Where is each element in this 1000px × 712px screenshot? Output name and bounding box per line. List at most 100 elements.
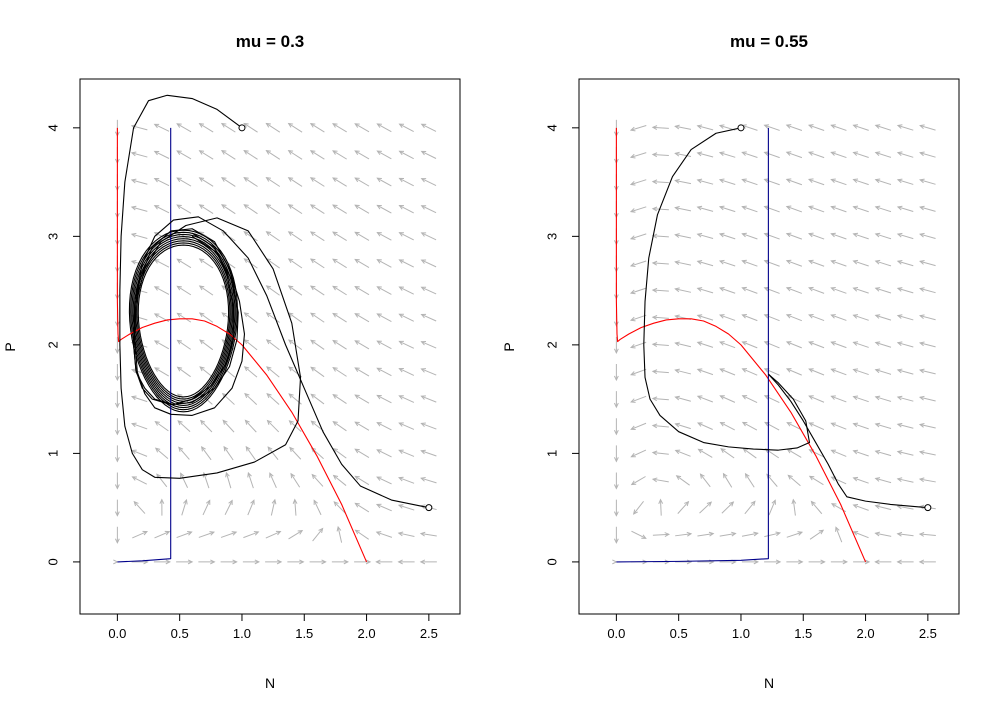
vector-arrowhead [785, 286, 792, 292]
vector-arrow [288, 150, 303, 160]
vector-arrowhead [309, 204, 316, 210]
vector-arrow [808, 206, 825, 213]
vector-arrowhead [310, 312, 316, 318]
vector-arrowhead [918, 532, 925, 537]
vector-arrowhead [919, 232, 925, 238]
vector-arrow [399, 313, 415, 322]
vector-arrowhead [785, 151, 792, 156]
vector-arrowhead [763, 313, 770, 319]
vector-arrow [897, 315, 914, 321]
vector-arrow [675, 449, 691, 457]
vector-arrow [719, 206, 736, 213]
vector-arrow [399, 422, 415, 430]
vector-arrow [875, 287, 892, 294]
vector-arrowhead [265, 339, 272, 345]
vector-arrowhead [718, 178, 725, 184]
vector-arrow [697, 422, 713, 430]
vector-arrow [421, 286, 437, 295]
vector-arrowhead [287, 285, 294, 291]
vector-arrowhead [741, 421, 748, 427]
vector-arrowhead [176, 312, 182, 318]
vector-arrowhead [896, 422, 903, 428]
vector-arrow [919, 451, 936, 456]
vector-arrow [652, 208, 669, 211]
vector-arrowhead [719, 314, 725, 319]
vector-arrowhead [114, 511, 120, 517]
vector-arrow [631, 422, 647, 430]
vector-arrowhead [287, 258, 294, 264]
vector-arrowhead [130, 178, 137, 184]
vector-arrowhead [375, 531, 382, 536]
vector-arrow [154, 150, 170, 159]
vector-arrow [269, 473, 277, 489]
vector-arrow [919, 369, 936, 375]
vector-arrowhead [919, 260, 925, 265]
vector-arrow [920, 152, 936, 158]
vector-arrowhead [153, 123, 160, 129]
vector-arrowhead [376, 177, 382, 183]
vector-arrow [154, 205, 170, 214]
vector-arrow [875, 423, 892, 430]
vector-arrowhead [420, 313, 427, 319]
vector-arrow [742, 395, 758, 404]
vector-arrow [377, 204, 392, 214]
vector-arrowhead [874, 151, 881, 156]
vector-arrowhead [820, 559, 826, 565]
vector-arrow [199, 204, 214, 214]
vector-arrowhead [629, 181, 636, 186]
vector-arrow [853, 450, 869, 457]
vector-arrowhead [674, 233, 680, 238]
vector-arrowhead [808, 259, 814, 265]
y-tick-label: 2 [45, 341, 60, 348]
vector-arrow [630, 260, 647, 267]
vector-arrow [853, 124, 869, 131]
vector-arrow [310, 366, 325, 378]
vector-arrowhead [376, 449, 382, 454]
vector-arrowhead [852, 449, 859, 455]
vector-arrow [809, 529, 824, 540]
vector-arrowhead [243, 149, 249, 155]
vector-arrowhead [310, 420, 316, 426]
vector-arrow [332, 258, 347, 269]
vector-arrowhead [797, 531, 804, 536]
vector-arrowhead [221, 392, 228, 399]
vector-arrowhead [763, 178, 770, 183]
vector-arrowhead [629, 153, 636, 159]
vector-arrowhead [398, 449, 404, 455]
vector-arrowhead [896, 531, 903, 537]
vector-arrow [243, 204, 258, 215]
vector-arrowhead [420, 368, 426, 373]
vector-arrow [377, 177, 392, 187]
vector-arrow [355, 529, 369, 540]
vector-arrow [399, 340, 415, 349]
vector-arrowhead [630, 425, 636, 431]
vector-arrow [354, 313, 370, 323]
vector-arrowhead [209, 531, 216, 536]
vector-arrowhead [818, 529, 825, 535]
vector-arrow [132, 449, 148, 457]
vector-arrowhead [896, 559, 902, 565]
vector-arrow [176, 531, 192, 539]
vector-arrowhead [874, 395, 881, 401]
vector-arrowhead [874, 559, 880, 565]
vector-arrowhead [874, 178, 881, 184]
vector-arrowhead [397, 559, 403, 565]
vector-arrow [421, 314, 437, 322]
vector-arrowhead [630, 398, 636, 403]
vector-arrow [225, 472, 232, 489]
vector-field [612, 119, 936, 565]
vector-arrowhead [719, 341, 725, 346]
vector-arrow [288, 231, 303, 242]
vector-arrowhead [354, 204, 360, 210]
vector-arrowhead [332, 474, 339, 480]
vector-arrowhead [245, 445, 251, 452]
vector-arrow [131, 287, 148, 294]
vector-arrowhead [918, 368, 925, 374]
vector-arrow [919, 478, 936, 483]
vector-arrowhead [265, 312, 272, 318]
vector-arrowhead [313, 499, 318, 505]
vector-arrow [720, 368, 736, 376]
vector-arrow [697, 287, 714, 294]
vector-arrowhead [176, 204, 182, 210]
vector-arrow [377, 259, 392, 268]
